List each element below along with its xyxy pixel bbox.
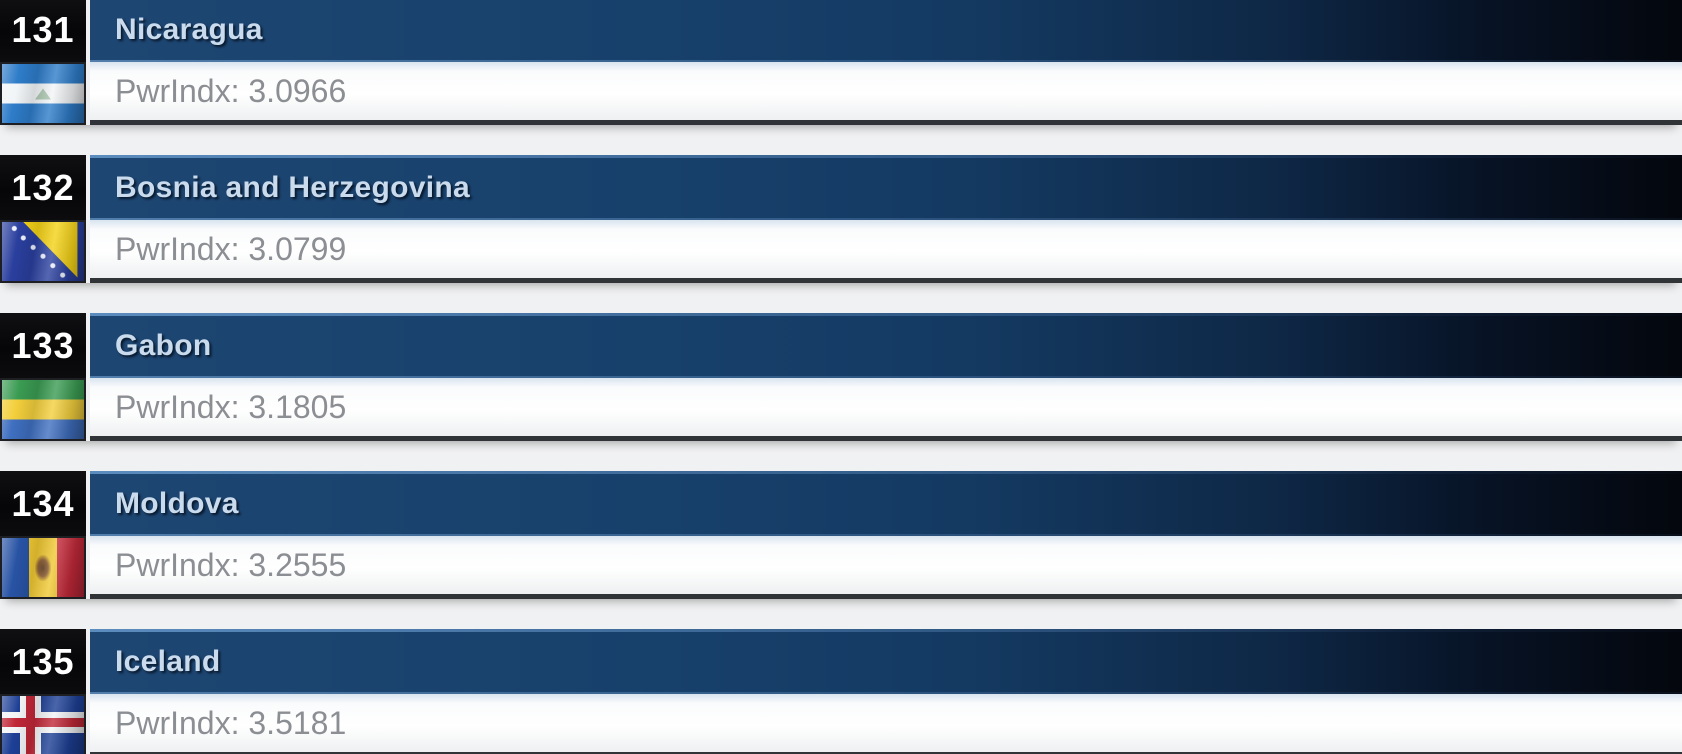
pwrindx-value: PwrIndx: 3.2555 (115, 546, 347, 583)
gabon-flag-icon (0, 378, 86, 441)
country-name: Bosnia and Herzegovina (115, 170, 471, 204)
country-header-bar: Bosnia and Herzegovina (90, 155, 1682, 220)
ranking-row-bosnia-and-herzegovina[interactable]: 132 Bosnia and Herzegovina PwrIndx: 3.07… (0, 155, 1682, 283)
nicaragua-flag-icon (0, 62, 86, 125)
pwrindx-bar: PwrIndx: 3.5181 (90, 694, 1682, 754)
pwrindx-value: PwrIndx: 3.0966 (115, 72, 347, 109)
rank-badge: 133 (0, 313, 86, 378)
pwrindx-bar: PwrIndx: 3.0966 (90, 62, 1682, 125)
moldova-flag-icon (0, 536, 86, 599)
rank-number: 131 (11, 8, 75, 50)
rank-flag-column: 135 (0, 629, 86, 754)
row-bars: Nicaragua PwrIndx: 3.0966 (90, 0, 1682, 125)
rank-number: 135 (11, 640, 75, 682)
rank-badge: 132 (0, 155, 86, 220)
rank-number: 133 (11, 324, 75, 366)
pwrindx-value: PwrIndx: 3.0799 (115, 230, 347, 267)
pwrindx-bar: PwrIndx: 3.2555 (90, 536, 1682, 599)
rank-flag-column: 132 (0, 155, 86, 283)
row-bars: Moldova PwrIndx: 3.2555 (90, 471, 1682, 599)
ranking-row-iceland[interactable]: 135 Iceland PwrIndx: 3.5181 (0, 629, 1682, 754)
rank-badge: 134 (0, 471, 86, 536)
country-header-bar: Moldova (90, 471, 1682, 536)
pwrindx-value: PwrIndx: 3.1805 (115, 388, 347, 425)
ranking-row-gabon[interactable]: 133 Gabon PwrIndx: 3.1805 (0, 313, 1682, 441)
rank-flag-column: 131 (0, 0, 86, 125)
ranking-row-moldova[interactable]: 134 Moldova PwrIndx: 3.2555 (0, 471, 1682, 599)
row-bars: Bosnia and Herzegovina PwrIndx: 3.0799 (90, 155, 1682, 283)
rank-badge: 135 (0, 629, 86, 694)
rank-flag-column: 133 (0, 313, 86, 441)
country-header-bar: Nicaragua (90, 0, 1682, 62)
row-bars: Iceland PwrIndx: 3.5181 (90, 629, 1682, 754)
row-bars: Gabon PwrIndx: 3.1805 (90, 313, 1682, 441)
pwrindx-bar: PwrIndx: 3.1805 (90, 378, 1682, 441)
bosnia-and-herzegovina-flag-icon (0, 220, 86, 283)
country-header-bar: Iceland (90, 629, 1682, 694)
country-name: Iceland (115, 644, 221, 678)
rank-flag-column: 134 (0, 471, 86, 599)
pwrindx-value: PwrIndx: 3.5181 (115, 704, 347, 741)
ranking-row-nicaragua[interactable]: 131 Nicaragua PwrIndx: 3.0966 (0, 0, 1682, 125)
rank-number: 134 (11, 482, 75, 524)
iceland-flag-icon (0, 694, 86, 754)
country-name: Moldova (115, 486, 239, 520)
rank-number: 132 (11, 166, 75, 208)
country-header-bar: Gabon (90, 313, 1682, 378)
country-name: Gabon (115, 328, 212, 362)
country-name: Nicaragua (115, 12, 263, 46)
rank-badge: 131 (0, 0, 86, 62)
pwrindx-bar: PwrIndx: 3.0799 (90, 220, 1682, 283)
